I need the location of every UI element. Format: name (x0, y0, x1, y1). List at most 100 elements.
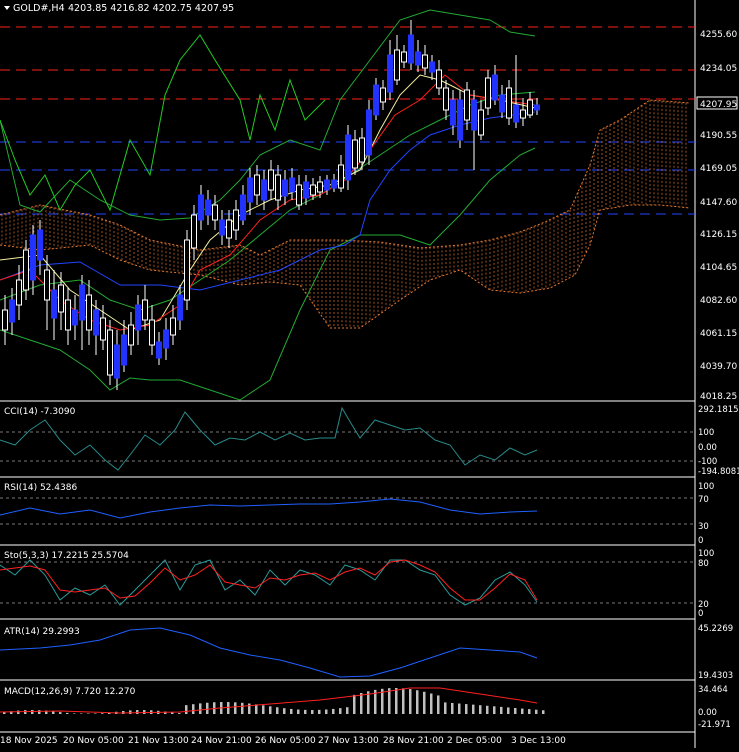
candle-body (331, 179, 337, 189)
candle-body (37, 229, 43, 261)
candle-body (254, 174, 260, 196)
atr-line (0, 627, 538, 678)
candle-body (163, 329, 169, 349)
current-price-label: 4207.95 (700, 100, 737, 110)
price-tick: 4039.70 (700, 362, 737, 372)
candle-body (338, 164, 344, 189)
candle-body (485, 77, 491, 109)
candle-body (415, 51, 421, 66)
candle-body (72, 309, 78, 326)
time-tick: 27 Nov 13:00 (318, 736, 379, 746)
candle-body (114, 344, 120, 379)
candle-body (345, 134, 351, 181)
candle-body (51, 289, 57, 319)
macd-bar (416, 690, 419, 714)
candle-body (170, 317, 176, 336)
candle-body (93, 309, 99, 336)
price-tick: 4255.60 (700, 30, 737, 40)
macd-bar (409, 689, 412, 714)
candle-body (107, 329, 113, 376)
candle-body (352, 139, 358, 169)
stochastic-panel[interactable]: Sto(5,3,3) 17.2215 25.5704 100 80 20 0 (0, 549, 714, 620)
candle-body (394, 49, 400, 81)
macd-bar (367, 691, 370, 714)
macd-bar (465, 704, 468, 714)
candle-body (184, 239, 190, 301)
cci-panel[interactable]: CCI(14) -7.3090 292.1815 100 0.00 -100 -… (0, 405, 739, 478)
macd-bar (10, 711, 13, 714)
macd-bar (171, 712, 174, 714)
macd-bar (3, 712, 6, 714)
dropdown-triangle-icon[interactable] (4, 6, 10, 10)
price-tick: 4018.25 (700, 392, 737, 402)
candle-body (191, 214, 197, 249)
candle-body (492, 74, 498, 101)
macd-bar (423, 691, 426, 714)
candle-body (387, 54, 393, 93)
cci-tick: -100 (698, 457, 717, 467)
cloud-upper-line (0, 99, 691, 256)
stochastic-tick: 100 (698, 549, 714, 559)
candle-body (464, 89, 470, 121)
candle-body (2, 309, 8, 331)
macd-bar (129, 710, 132, 714)
rsi-tick: 70 (698, 495, 709, 505)
bollinger-upper-line (0, 9, 536, 221)
candle-body (100, 317, 106, 341)
candle-body (268, 169, 274, 191)
bollinger-lower-line (0, 147, 536, 401)
cci-tick: 292.1815 (698, 405, 739, 415)
macd-bar (444, 702, 447, 714)
candle-body (233, 209, 239, 231)
macd-panel[interactable]: MACD(12,26,9) 7.720 12.270 34.464 0.00 -… (0, 685, 731, 733)
cloud-lower-line (0, 204, 691, 329)
candle-body (135, 304, 141, 331)
candle-body (408, 34, 414, 64)
macd-bar (360, 693, 363, 714)
macd-bar (73, 713, 76, 714)
time-tick: 20 Nov 05:00 (63, 736, 124, 746)
macd-bar (472, 704, 475, 714)
time-tick: 24 Nov 21:00 (191, 736, 252, 746)
macd-tick: 0.00 (698, 708, 717, 718)
macd-bar (353, 694, 356, 714)
cci-tick: 100 (698, 428, 714, 438)
candle-body (450, 99, 456, 126)
time-axis: 18 Nov 2025 20 Nov 05:00 21 Nov 13:00 24… (0, 736, 566, 746)
stochastic-tick: 80 (698, 559, 709, 569)
price-tick: 4147.60 (700, 198, 737, 208)
horizontal-levels (0, 26, 695, 215)
candle-body (219, 219, 225, 236)
candle-body (58, 284, 64, 313)
time-tick: 3 Dec 13:00 (511, 736, 566, 746)
macd-bar (514, 708, 517, 714)
macd-bar (17, 710, 20, 714)
atr-panel[interactable]: ATR(14) 29.2993 45.2269 19.4303 (0, 624, 733, 681)
slow-ma-line (0, 111, 536, 291)
macd-bar (346, 707, 349, 714)
candle-body (226, 219, 232, 239)
macd-tick: 34.464 (698, 685, 728, 695)
macd-bar (227, 702, 230, 714)
candle-body (149, 319, 155, 346)
macd-bar (255, 704, 258, 714)
candle-body (429, 61, 435, 73)
stochastic-tick: 20 (698, 600, 709, 610)
candlesticks (2, 20, 540, 390)
macd-bar (388, 688, 391, 714)
rsi-tick: 100 (698, 482, 714, 492)
macd-bar (437, 695, 440, 714)
symbol-label: GOLD#,H4 (13, 3, 65, 14)
macd-bar (94, 713, 97, 714)
macd-bar (143, 710, 146, 714)
macd-bar (430, 693, 433, 714)
rsi-panel[interactable]: RSI(14) 52.4386 100 70 30 0 (0, 482, 714, 546)
atr-tick: 19.4303 (698, 671, 733, 681)
cci-tick: -194.8081 (698, 467, 739, 477)
candle-body (457, 99, 463, 141)
candle-body (240, 194, 246, 221)
candle-body (205, 199, 211, 216)
